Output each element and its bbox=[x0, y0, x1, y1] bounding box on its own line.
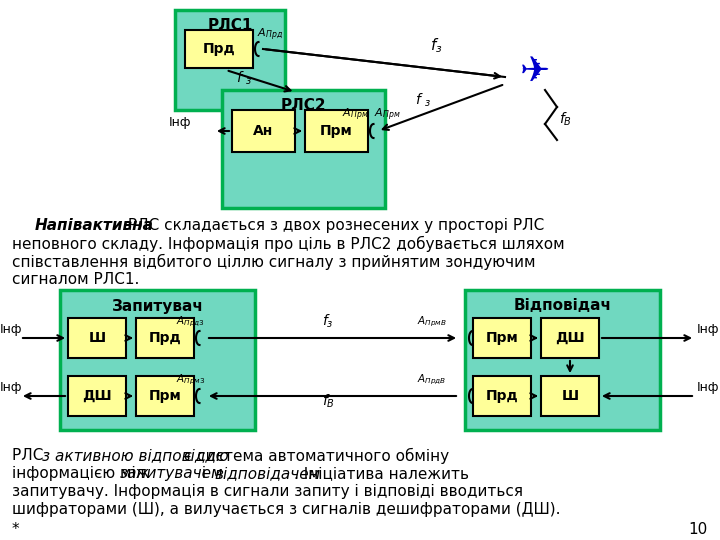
Text: запитувачу. Інформація в сигнали запиту і відповіді вводиться: запитувачу. Інформація в сигнали запиту … bbox=[12, 484, 523, 499]
Text: Інф: Інф bbox=[697, 381, 719, 394]
Text: і: і bbox=[197, 466, 211, 481]
FancyBboxPatch shape bbox=[473, 318, 531, 358]
FancyBboxPatch shape bbox=[60, 290, 255, 430]
FancyBboxPatch shape bbox=[68, 376, 126, 416]
FancyBboxPatch shape bbox=[136, 318, 194, 358]
Text: $f_B$: $f_B$ bbox=[323, 393, 336, 410]
FancyBboxPatch shape bbox=[232, 110, 295, 152]
Text: $f\ _з$: $f\ _з$ bbox=[236, 70, 252, 87]
Text: Ш: Ш bbox=[89, 331, 106, 345]
Text: Ш: Ш bbox=[562, 389, 579, 403]
Text: Відповідач: Відповідач bbox=[513, 299, 611, 314]
Text: сигналом РЛС1.: сигналом РЛС1. bbox=[12, 272, 140, 287]
Text: $A_{Прд3}$: $A_{Прд3}$ bbox=[176, 314, 204, 329]
FancyBboxPatch shape bbox=[136, 376, 194, 416]
Text: $f_B$: $f_B$ bbox=[559, 111, 572, 129]
Text: Прд: Прд bbox=[203, 42, 235, 56]
Text: $A_{ПрмВ}$: $A_{ПрмВ}$ bbox=[417, 314, 446, 329]
Text: Інф: Інф bbox=[0, 381, 22, 394]
Text: неповного складу. Інформація про ціль в РЛС2 добувається шляхом: неповного складу. Інформація про ціль в … bbox=[12, 236, 564, 252]
Text: Прм: Прм bbox=[320, 124, 353, 138]
Text: з активною відповіддю: з активною відповіддю bbox=[42, 448, 229, 463]
FancyBboxPatch shape bbox=[541, 318, 599, 358]
Text: Прм: Прм bbox=[485, 331, 518, 345]
Text: $A_{Прм}$: $A_{Прм}$ bbox=[342, 106, 369, 123]
Text: РЛС2: РЛС2 bbox=[281, 98, 326, 113]
Text: $f_з$: $f_з$ bbox=[430, 36, 443, 55]
Text: шифраторами (Ш), а вилучається з сигналів дешифраторами (ДШ).: шифраторами (Ш), а вилучається з сигналі… bbox=[12, 502, 560, 517]
Text: ДШ: ДШ bbox=[82, 389, 112, 403]
Text: інформацією між: інформацією між bbox=[12, 466, 154, 481]
Text: запитувачем: запитувачем bbox=[120, 466, 223, 481]
FancyBboxPatch shape bbox=[473, 376, 531, 416]
FancyBboxPatch shape bbox=[305, 110, 368, 152]
Text: РЛС: РЛС bbox=[12, 448, 48, 463]
Text: Інф: Інф bbox=[697, 323, 719, 336]
Text: $A_{Прд}$: $A_{Прд}$ bbox=[257, 26, 283, 43]
Text: є система автоматичного обміну: є система автоматичного обміну bbox=[179, 448, 449, 464]
Text: Інф: Інф bbox=[169, 116, 192, 129]
Text: Прд: Прд bbox=[486, 389, 518, 403]
Text: $f\ _з$: $f\ _з$ bbox=[415, 92, 431, 110]
Text: $A_{ПрдВ}$: $A_{ПрдВ}$ bbox=[417, 373, 446, 387]
FancyBboxPatch shape bbox=[68, 318, 126, 358]
FancyBboxPatch shape bbox=[222, 90, 385, 208]
Text: $f_з$: $f_з$ bbox=[323, 313, 334, 330]
Text: відповідачем: відповідачем bbox=[214, 466, 320, 481]
FancyBboxPatch shape bbox=[465, 290, 660, 430]
Text: 10: 10 bbox=[689, 522, 708, 537]
Text: Прм: Прм bbox=[148, 389, 181, 403]
Text: РЛС1: РЛС1 bbox=[207, 18, 253, 33]
FancyBboxPatch shape bbox=[175, 10, 285, 110]
FancyBboxPatch shape bbox=[541, 376, 599, 416]
Text: Запитувач: Запитувач bbox=[112, 299, 204, 314]
Text: ✈: ✈ bbox=[520, 55, 550, 89]
Text: *: * bbox=[12, 522, 19, 537]
FancyBboxPatch shape bbox=[185, 30, 253, 68]
Text: Інф: Інф bbox=[0, 323, 22, 336]
Text: $A_{Прм3}$: $A_{Прм3}$ bbox=[176, 373, 205, 387]
Text: співставлення відбитого ціллю сигналу з прийнятим зондуючим: співставлення відбитого ціллю сигналу з … bbox=[12, 254, 536, 270]
Text: $A_{Прм}$: $A_{Прм}$ bbox=[374, 106, 400, 123]
Text: Прд: Прд bbox=[149, 331, 181, 345]
Text: РЛС складається з двох рознесених у просторі РЛС: РЛС складається з двох рознесених у прос… bbox=[123, 218, 544, 233]
Text: ДШ: ДШ bbox=[555, 331, 585, 345]
Text: . Ініціатива належить: . Ініціатива належить bbox=[294, 466, 469, 481]
Text: Ан: Ан bbox=[253, 124, 274, 138]
Text: Напівактивна: Напівактивна bbox=[35, 218, 154, 233]
